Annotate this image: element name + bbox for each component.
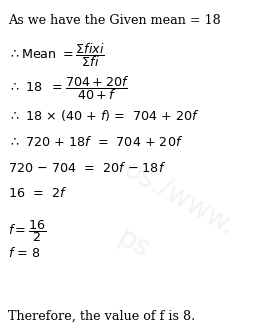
Text: Therefore, the value of f is 8.: Therefore, the value of f is 8. [8,310,195,323]
Text: As we have the Given mean = 18: As we have the Given mean = 18 [8,14,221,27]
Text: $\therefore$ 18 $\times$ (40 + $f$) =  704 + 20$f$: $\therefore$ 18 $\times$ (40 + $f$) = 70… [8,108,200,123]
Text: 16  =  2$f$: 16 = 2$f$ [8,186,67,200]
Text: 720 $-$ 704  =  20$f$ $-$ 18$f$: 720 $-$ 704 = 20$f$ $-$ 18$f$ [8,161,166,175]
Text: $\therefore$ 18  $= \dfrac{704+20f}{40+f}$: $\therefore$ 18 $= \dfrac{704+20f}{40+f}… [8,74,129,102]
Text: $\therefore$ 720 + 18$f$  =  704 + 20$f$: $\therefore$ 720 + 18$f$ = 704 + 20$f$ [8,135,183,148]
Text: os./www.: os./www. [119,155,241,241]
Text: $f  = \dfrac{16}{2}$: $f = \dfrac{16}{2}$ [8,218,46,244]
Text: ps: ps [113,224,154,264]
Text: $f$ = 8: $f$ = 8 [8,246,40,260]
Text: $\therefore$Mean $= \dfrac{\Sigma fixi}{\Sigma fi}$: $\therefore$Mean $= \dfrac{\Sigma fixi}{… [8,41,104,69]
